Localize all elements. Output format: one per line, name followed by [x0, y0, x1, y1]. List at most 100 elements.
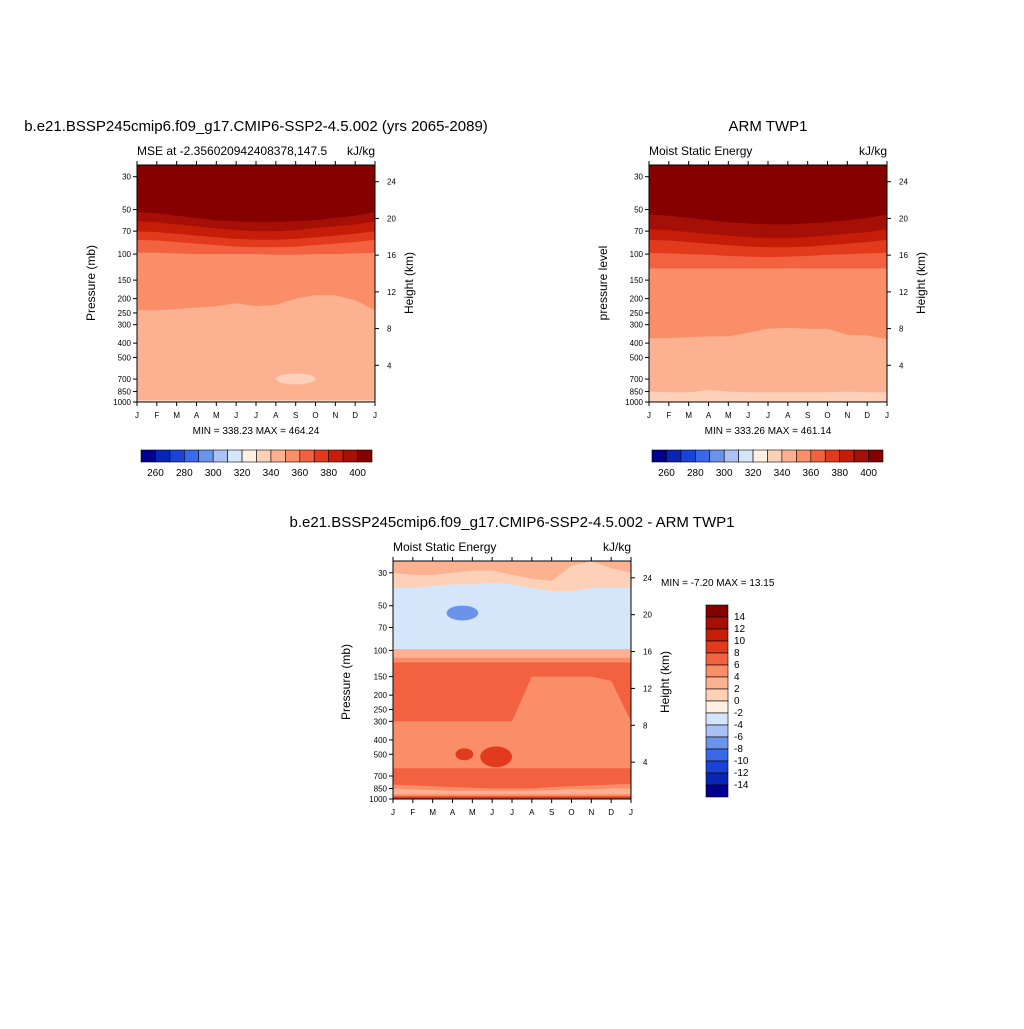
y-tick-label: 100 — [118, 250, 132, 259]
x-tick-label: D — [864, 411, 870, 420]
colorbar-swatch — [212, 449, 228, 463]
colorbar-swatch — [839, 449, 855, 463]
colorbar-swatch — [752, 449, 768, 463]
panel3-stats: MIN = -7.20 MAX = 13.15 — [661, 578, 775, 589]
panel2-plot: J F M A M J J A S O N D J 30 50 70 100 150 200 250 300 400 500… — [625, 161, 908, 420]
y-right-tick-label: 12 — [643, 684, 652, 693]
y-tick-label: 250 — [118, 309, 132, 318]
y-tick-label: 700 — [118, 375, 132, 384]
x-tick-label: N — [844, 411, 850, 420]
y-tick-label: 1000 — [369, 795, 387, 804]
panel3-plot: J F M A M J J A S O N D J 30 50 70 100 150 200 250 300 400 500… — [369, 557, 652, 817]
x-tick-label: O — [312, 411, 318, 420]
colorbar-tick-label: 400 — [349, 468, 366, 479]
x-tick-label: A — [706, 411, 712, 420]
y-tick-label: 850 — [374, 785, 388, 794]
panel1-stats: MIN = 338.23 MAX = 464.24 — [193, 426, 320, 437]
colorbar-tick-label: 280 — [687, 468, 704, 479]
y-tick-label: 150 — [118, 276, 132, 285]
x-tick-label: J — [254, 411, 258, 420]
colorbar-tick-label: 2 — [734, 684, 740, 695]
y-tick-label: 200 — [630, 295, 644, 304]
panel3-subtitle-right: kJ/kg — [603, 540, 631, 554]
y-tick-label: 30 — [122, 173, 131, 182]
panel2-subtitle-right: kJ/kg — [859, 144, 887, 158]
y-right-tick-label: 24 — [899, 178, 908, 187]
y-right-tick-label: 8 — [387, 325, 392, 334]
y-tick-label: 850 — [118, 388, 132, 397]
y-tick-label: 30 — [634, 173, 643, 182]
y-tick-label: 500 — [118, 353, 132, 362]
panel1-ylabel: Pressure (mb) — [84, 245, 98, 321]
contour-blob — [455, 748, 474, 761]
colorbar-tick-label: -2 — [734, 708, 743, 719]
y-tick-label: 30 — [378, 569, 387, 578]
colorbar-swatch — [705, 784, 729, 798]
y-right-tick-label: 24 — [643, 574, 652, 583]
colorbar-swatch — [328, 449, 344, 463]
contour-island — [275, 373, 316, 385]
contour-region — [393, 561, 631, 581]
y-tick-label: 150 — [374, 673, 388, 682]
x-tick-label: A — [529, 808, 535, 817]
y-right-tick-label: 8 — [899, 325, 904, 334]
y-tick-label: 700 — [630, 375, 644, 384]
colorbar-tick-label: 260 — [147, 468, 164, 479]
y-right-tick-label: 4 — [899, 361, 904, 370]
panel2-subtitle-left: Moist Static Energy — [649, 144, 752, 158]
x-tick-label: J — [885, 411, 889, 420]
colorbar-swatch — [241, 449, 257, 463]
colorbar-swatch — [705, 676, 729, 690]
colorbar-swatch — [705, 736, 729, 750]
colorbar-tick-label: 340 — [774, 468, 791, 479]
contour-blob — [480, 746, 512, 768]
colorbar-swatch — [256, 449, 272, 463]
colorbar-swatch — [680, 449, 696, 463]
x-tick-label: J — [373, 411, 377, 420]
contour-band — [137, 165, 375, 223]
colorbar-swatch — [357, 449, 373, 463]
x-tick-label: F — [154, 411, 159, 420]
contour-region — [393, 580, 631, 650]
panel1-plot: J F M A M J J A S O N D J 30 50 70 100 150 200 250 300 400 500… — [113, 161, 396, 420]
contour-band — [649, 165, 887, 225]
colorbar-swatch — [705, 688, 729, 702]
panel3-ylabel: Pressure (mb) — [339, 644, 353, 720]
colorbar-swatch — [767, 449, 783, 463]
y-tick-label: 300 — [630, 321, 644, 330]
y-right-tick-label: 12 — [899, 288, 908, 297]
x-tick-label: N — [332, 411, 338, 420]
y-tick-label: 70 — [122, 227, 131, 236]
panel1-subtitle-right: kJ/kg — [347, 144, 375, 158]
colorbar-swatch — [781, 449, 797, 463]
panel1-ylabel-right: Height (km) — [402, 252, 416, 314]
colorbar-tick-label: 300 — [205, 468, 222, 479]
colorbar-tick-label: 360 — [802, 468, 819, 479]
y-right-tick-label: 16 — [387, 251, 396, 260]
x-tick-label: M — [685, 411, 692, 420]
y-tick-label: 200 — [374, 691, 388, 700]
y-tick-label: 200 — [118, 295, 132, 304]
contour-region — [393, 788, 631, 795]
colorbar-tick-label: -8 — [734, 744, 743, 755]
panel3-subtitle-left: Moist Static Energy — [393, 540, 496, 554]
colorbar-swatch — [868, 449, 884, 463]
contour-region — [393, 796, 631, 799]
colorbar-tick-label: 4 — [734, 672, 740, 683]
colorbar-tick-label: -12 — [734, 768, 749, 779]
colorbar-swatch — [342, 449, 358, 463]
x-tick-label: J — [510, 808, 514, 817]
y-right-tick-label: 8 — [643, 721, 648, 730]
colorbar-swatch — [285, 449, 301, 463]
colorbar-tick-label: -4 — [734, 720, 743, 731]
colorbar-swatch — [651, 449, 667, 463]
colorbar-swatch — [723, 449, 739, 463]
colorbar-tick-label: 280 — [176, 468, 193, 479]
colorbar-swatch — [666, 449, 682, 463]
contour-fills — [137, 165, 375, 402]
colorbar-tick-label: 260 — [658, 468, 675, 479]
colorbar-swatch — [705, 772, 729, 786]
x-tick-label: M — [429, 808, 436, 817]
